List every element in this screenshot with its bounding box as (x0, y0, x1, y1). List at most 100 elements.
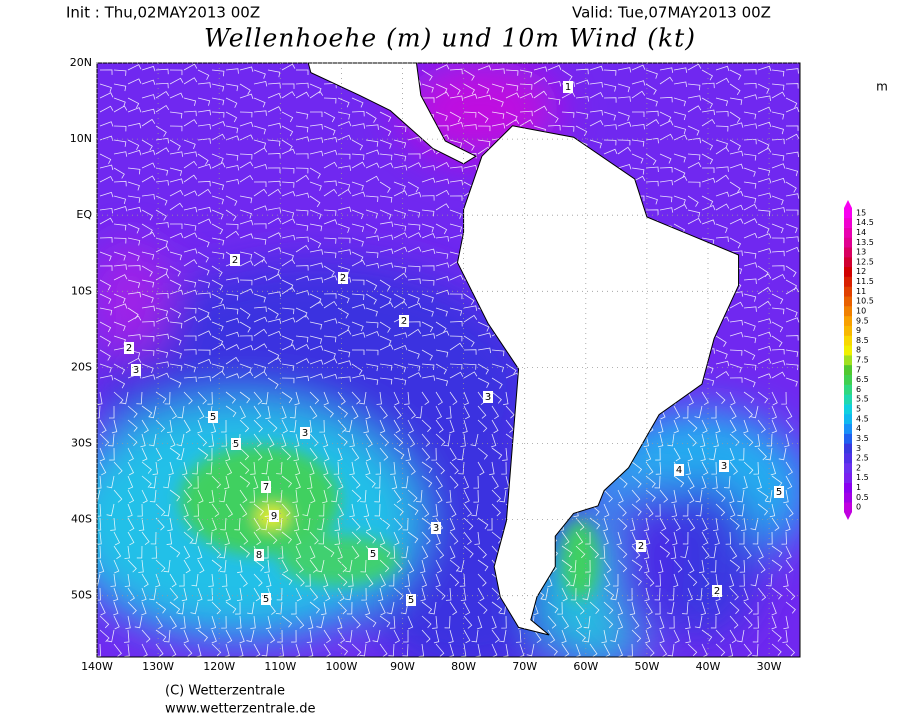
wind-barb (785, 223, 798, 234)
wind-barb (363, 419, 369, 434)
wind-barb (337, 120, 352, 127)
wind-barb (404, 573, 411, 587)
wind-barb (281, 573, 293, 586)
wind-barb (631, 503, 642, 516)
wind-barb (169, 189, 184, 197)
wind-barb (782, 629, 788, 643)
wind-barb (379, 248, 394, 254)
wind-barb (463, 293, 475, 306)
wind-barb (337, 391, 346, 405)
lat-label: 20N (70, 56, 92, 69)
wind-barb (169, 167, 183, 176)
wind-barb (183, 206, 198, 213)
wind-barb (463, 475, 470, 490)
wind-barb (659, 207, 674, 213)
contour-label: 5 (408, 595, 414, 606)
wind-barb (645, 489, 656, 502)
wind-barb (393, 531, 400, 546)
wind-barb (253, 316, 268, 323)
wind-barb (253, 69, 266, 79)
wind-barb (701, 177, 716, 184)
wind-barb (337, 447, 343, 462)
wind-barb (407, 531, 419, 544)
colorbar-label: 8 (856, 346, 861, 355)
wind-barb (109, 447, 115, 461)
wind-barb (267, 601, 276, 615)
wind-barb (393, 503, 404, 516)
wind-barb (729, 503, 736, 518)
wind-barb (127, 475, 134, 490)
wind-barb (113, 69, 127, 76)
wind-barb (253, 433, 262, 447)
wind-barb (715, 503, 726, 517)
wind-barb (407, 405, 416, 419)
wind-barb (737, 489, 745, 503)
wind-barb (99, 447, 106, 462)
wind-barb (294, 461, 301, 476)
wind-barb (404, 391, 410, 405)
wind-barb (673, 475, 685, 488)
wind-barb (267, 433, 275, 448)
wind-barb (267, 531, 278, 545)
wind-barb (449, 545, 456, 560)
wind-barb (701, 153, 714, 165)
wind-barb (491, 475, 499, 490)
wind-barb (323, 629, 332, 644)
wind-barb (729, 545, 738, 560)
wind-barb (715, 629, 725, 643)
wind-barb (589, 119, 604, 127)
wind-barb (631, 629, 642, 643)
wind-barb (463, 124, 477, 130)
wind-barb (137, 503, 143, 517)
wind-barb (295, 314, 310, 323)
wind-barb (253, 328, 268, 337)
wind-barb (435, 573, 441, 588)
wind-barb (715, 174, 730, 183)
wind-barb (491, 377, 503, 389)
wind-barb (169, 601, 181, 614)
wind-barb (337, 475, 344, 490)
wind-barb (583, 629, 591, 643)
wind-barb (323, 643, 331, 657)
wind-barb (682, 503, 689, 517)
wind-barb (603, 83, 617, 92)
wind-barb (225, 293, 239, 301)
wind-barb (318, 531, 325, 545)
wind-barb (99, 293, 112, 304)
wind-barb (99, 629, 110, 642)
wind-barb (295, 587, 302, 602)
wind-barb (575, 125, 588, 137)
wind-barb (739, 559, 746, 573)
contour-label-box (231, 438, 241, 450)
wind-barb (166, 531, 173, 545)
wind-barb (771, 629, 782, 642)
wind-barb (667, 433, 675, 447)
wind-barb (219, 489, 227, 503)
wind-barb (617, 559, 628, 573)
wind-barb (127, 237, 141, 246)
wind-barb (211, 133, 226, 141)
wind-barb (267, 188, 282, 197)
wind-barb (239, 461, 250, 475)
wind-barb (307, 615, 314, 630)
wind-barb (365, 175, 380, 183)
wind-barb (99, 105, 114, 113)
wind-barb (757, 209, 771, 217)
wind-barb (197, 69, 210, 80)
wind-barb (785, 405, 793, 420)
wind-barb (113, 601, 119, 616)
wind-barb (253, 371, 268, 379)
wind-barb (208, 433, 215, 447)
wind-barb (197, 489, 204, 504)
wind-barb (190, 531, 199, 545)
wind-barb (421, 83, 434, 93)
lon-label: 120W (203, 660, 235, 673)
wind-barb (743, 363, 757, 371)
wind-barb (785, 209, 799, 216)
wind-barb (603, 148, 618, 155)
wind-barb (349, 461, 355, 476)
wind-barb (351, 223, 365, 232)
wind-barb (687, 195, 699, 207)
wind-barb (149, 475, 157, 489)
wind-barb (771, 517, 780, 532)
